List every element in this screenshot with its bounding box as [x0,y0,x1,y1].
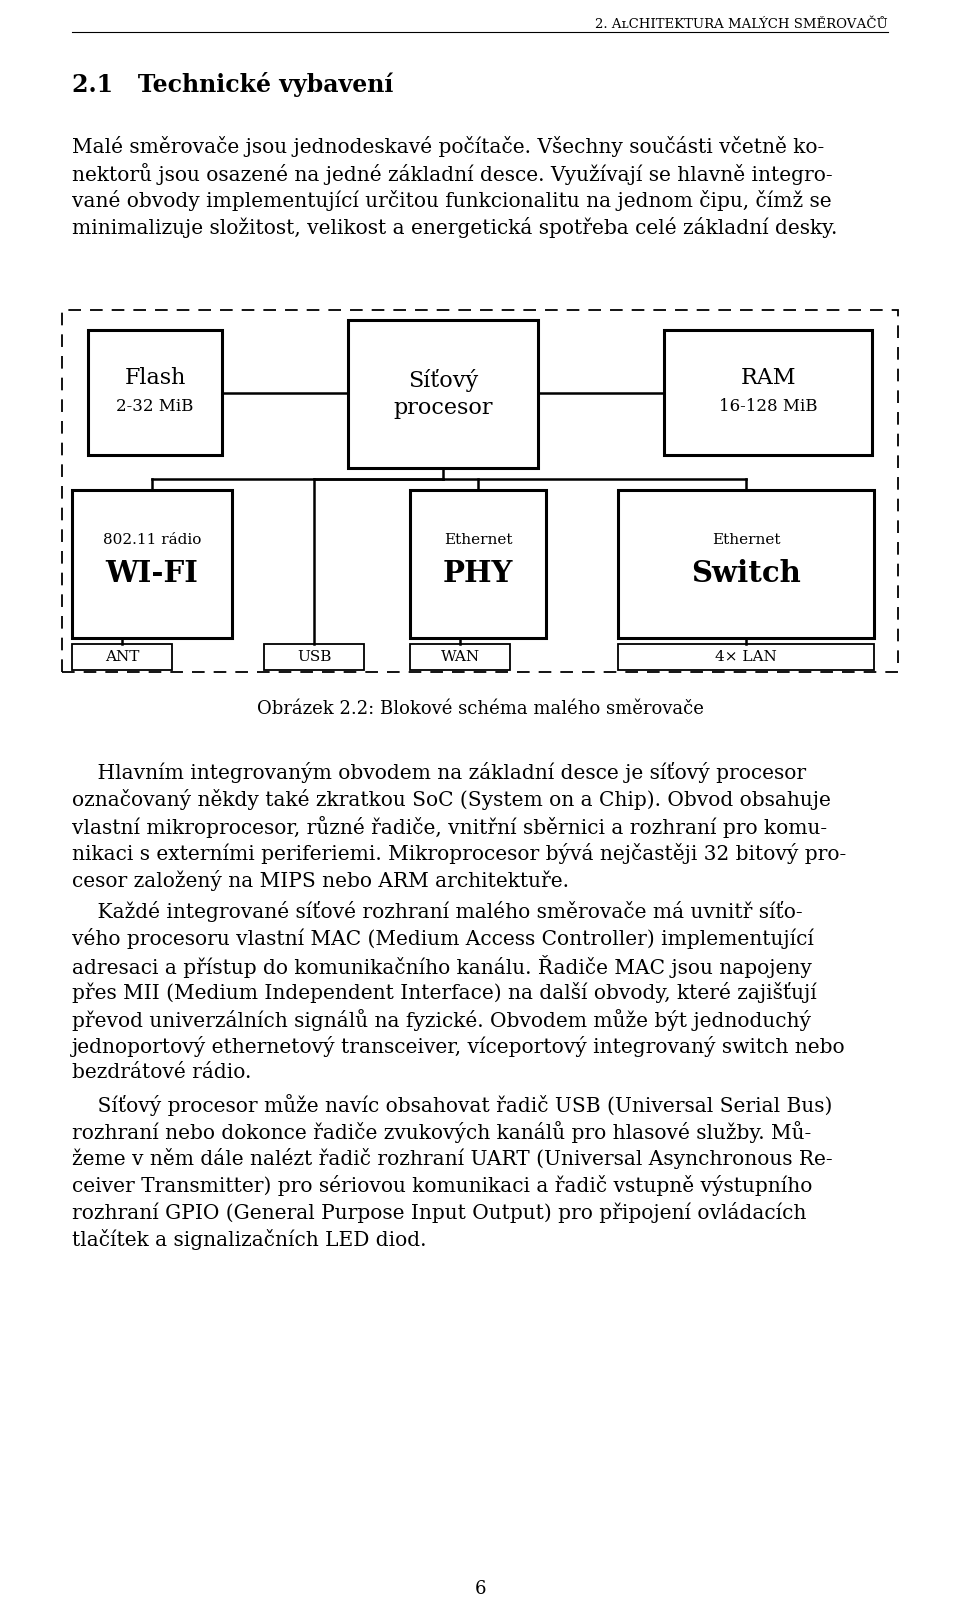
Bar [72,644,172,670]
Text: vého procesoru vlastní MAC (Medium Access Controller) implementující: vého procesoru vlastní MAC (Medium Acces… [72,928,814,948]
Bar [264,644,364,670]
Text: 4× LAN: 4× LAN [715,650,777,663]
Bar [72,490,232,638]
Text: procesor: procesor [394,397,492,420]
Text: 2. AʟCHITEKTURA MALÝCH SMĚROVАČŮ: 2. AʟCHITEKTURA MALÝCH SMĚROVАČŮ [595,18,888,30]
Text: žeme v něm dále nalézt řadič rozhraní UART (Universal Asynchronous Re-: žeme v něm dále nalézt řadič rozhraní UA… [72,1149,832,1169]
Text: převod univerzálních signálů na fyzické. Obvodem může být jednoduchý: převod univerzálních signálů na fyzické.… [72,1009,811,1032]
Text: nikaci s externími periferiemi. Mikroprocesor bývá nejčastěji 32 bitový pro-: nikaci s externími periferiemi. Mikropro… [72,843,847,863]
Text: cesor založený na MIPS nebo ARM architektuře.: cesor založený na MIPS nebo ARM architek… [72,870,569,891]
Text: Malé směrovаče jsou jednodeskavé počítače. Všechny součásti včetně ko-: Malé směrovаče jsou jednodeskavé počítač… [72,136,825,157]
Text: WAN: WAN [441,650,480,663]
Text: vané obvody implementující určitou funkcionalitu na jednom čipu, čímž se: vané obvody implementující určitou funkc… [72,191,831,211]
Text: Flash: Flash [124,367,185,389]
Text: Síťový procesor může navíc obsahovat řadič USB (Universal Serial Bus): Síťový procesor může navíc obsahovat řad… [72,1094,832,1117]
Text: nektorů jsou osazené na jedné základní desce. Využívají se hlavně integro-: nektorů jsou osazené na jedné základní d… [72,163,832,184]
Text: bezdrátové rádio.: bezdrátové rádio. [72,1064,252,1081]
Text: adresaci a přístup do komunikačního kanálu. Řadiče MAC jsou napojeny: adresaci a přístup do komunikačního kaná… [72,955,812,977]
Text: 16-128 MiB: 16-128 MiB [719,397,817,415]
Text: Switch: Switch [691,559,801,588]
Bar [664,330,872,455]
Text: Síťový: Síťový [408,368,478,391]
Text: Každé integrované síťové rozhraní malého směrovаče má uvnitř síťo-: Každé integrované síťové rozhraní malého… [72,900,803,923]
Text: WI-FI: WI-FI [106,559,199,588]
Text: jednoportový ethernetový transceiver, víceportový integrovaný switch nebo: jednoportový ethernetový transceiver, ví… [72,1036,846,1057]
Bar [410,644,510,670]
Text: vlastní mikroprocesor, různé řadiče, vnitřní sběrnici a rozhraní pro komu-: vlastní mikroprocesor, různé řadiče, vni… [72,815,828,838]
Text: rozhraní GPIO (General Purpose Input Output) pro připojení ovládacích: rozhraní GPIO (General Purpose Input Out… [72,1202,806,1222]
Bar [88,330,222,455]
Text: Ethernet: Ethernet [711,533,780,546]
Text: přes MII (Medium Independent Interface) na další obvody, které zajišťují: přes MII (Medium Independent Interface) … [72,982,817,1003]
Text: 6: 6 [474,1580,486,1599]
Text: označovaný někdy také zkratkou SoC (System on a Chip). Obvod obsahuje: označovaný někdy také zkratkou SoC (Syst… [72,790,830,811]
Text: ceiver Transmitter) pro sériovou komunikaci a řadič vstupně výstupního: ceiver Transmitter) pro sériovou komunik… [72,1174,812,1197]
Text: tlačítek a signalizačních LED diod.: tlačítek a signalizačních LED diod. [72,1229,426,1250]
Bar [410,490,546,638]
Bar [348,320,538,468]
Text: minimalizuje složitost, velikost a energetická spotřeba celé základní desky.: minimalizuje složitost, velikost a energ… [72,216,837,239]
Text: PHY: PHY [443,559,514,588]
Text: ANT: ANT [105,650,139,663]
Text: 802.11 rádio: 802.11 rádio [103,533,202,546]
Bar [618,490,874,638]
Text: 2.1   Technické vybavení: 2.1 Technické vybavení [72,72,394,98]
Text: USB: USB [297,650,331,663]
Bar [62,311,898,671]
Text: Hlavním integrovaným obvodem na základní desce je síťový procesor: Hlavním integrovaným obvodem na základní… [72,763,806,783]
Text: Obrázek 2.2: Blokové schéma malého směrovаče: Obrázek 2.2: Blokové schéma malého směro… [256,700,704,718]
Text: rozhraní nebo dokonce řadiče zvukových kanálů pro hlasové služby. Mů-: rozhraní nebo dokonce řadiče zvukových k… [72,1121,811,1142]
Text: RAM: RAM [740,367,796,389]
Bar [618,644,874,670]
Text: Ethernet: Ethernet [444,533,513,546]
Text: 2-32 MiB: 2-32 MiB [116,397,194,415]
